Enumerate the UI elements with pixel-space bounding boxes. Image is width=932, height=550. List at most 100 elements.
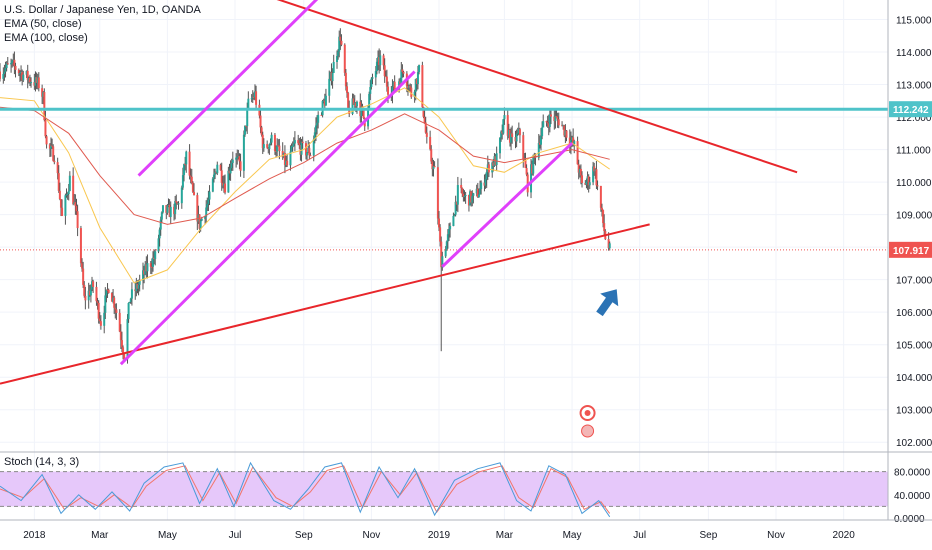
candle-body <box>53 160 56 163</box>
candle-body <box>600 207 603 210</box>
candle-body <box>486 164 489 173</box>
candle-body <box>286 160 289 166</box>
candle-body <box>222 183 225 186</box>
last-price-badge: 107.917 <box>893 246 930 257</box>
candle-body <box>65 194 68 196</box>
candle-body <box>41 88 44 97</box>
candle-body <box>229 168 232 174</box>
candle-body <box>487 164 490 173</box>
candle-body <box>400 69 403 84</box>
candle-body <box>159 219 162 230</box>
candle-body <box>291 146 294 148</box>
candle-body <box>577 164 580 173</box>
candle-body <box>331 72 334 82</box>
candle-body <box>401 69 404 72</box>
candle-body <box>10 62 13 65</box>
x-tick-label: Nov <box>767 530 785 541</box>
candle-body <box>224 183 227 193</box>
y-tick-label: 113.000 <box>896 81 932 92</box>
candle-body <box>4 67 7 72</box>
y-tick-label: 109.000 <box>896 211 932 222</box>
candle-body <box>323 100 326 106</box>
candle-body <box>461 188 464 194</box>
candle-body <box>594 169 597 172</box>
candle-body <box>297 140 300 144</box>
candle-body <box>553 116 556 122</box>
candle-body <box>408 86 411 88</box>
candle-body <box>430 149 433 162</box>
candle-body <box>518 129 521 136</box>
candle-body <box>500 131 503 138</box>
candle-body <box>343 44 346 73</box>
candle-body <box>5 63 8 68</box>
candle-body <box>82 268 85 285</box>
candle-body <box>206 203 209 208</box>
candle-body <box>91 281 94 290</box>
candle-body <box>301 141 304 144</box>
candle-body <box>48 144 51 149</box>
candle-body <box>454 201 457 215</box>
candle-body <box>514 137 517 142</box>
candle-body <box>75 205 78 212</box>
candle-body <box>328 78 331 96</box>
candle-body <box>97 302 100 319</box>
candle-body <box>320 114 323 116</box>
last-price-badge-bg <box>889 241 932 258</box>
candle-body <box>491 162 494 173</box>
candle-body <box>252 96 255 98</box>
candle-body <box>304 143 307 156</box>
candle-body <box>43 92 46 120</box>
candle-body <box>237 156 240 158</box>
candle-body <box>161 205 164 213</box>
y-tick-label: 103.000 <box>896 406 932 417</box>
candle-body <box>119 331 122 341</box>
y-tick-label: 110.000 <box>896 178 932 189</box>
x-tick-label: Mar <box>496 530 514 541</box>
candle-body <box>3 71 6 75</box>
candle-body <box>312 139 315 156</box>
candle-body <box>246 108 249 127</box>
candle-body <box>383 65 386 77</box>
candle-body <box>587 176 590 186</box>
candle-body <box>439 227 442 242</box>
x-tick-label: Jul <box>229 530 242 541</box>
candle-body <box>368 93 371 108</box>
upper-trendline <box>276 0 798 174</box>
x-tick-label: 2019 <box>428 530 451 541</box>
candle-body <box>384 76 387 78</box>
candle-body <box>523 159 526 161</box>
candle-body <box>554 115 557 122</box>
stoch-band <box>0 471 888 507</box>
candle-body <box>402 71 405 74</box>
candle-body <box>581 175 584 183</box>
candle-body <box>462 193 465 197</box>
candle-body <box>88 290 91 296</box>
candle-body <box>283 153 286 165</box>
candle-body <box>169 206 172 217</box>
candle-body <box>193 191 196 196</box>
candle-body <box>126 319 129 360</box>
candle-body <box>112 297 115 302</box>
candle-body <box>579 168 582 176</box>
candle-body <box>138 280 141 285</box>
candle-body <box>516 133 519 135</box>
candle-body <box>537 142 540 158</box>
candle-body <box>242 134 245 171</box>
candle-body <box>74 202 77 206</box>
y-tick-label: 107.000 <box>896 276 932 287</box>
candle-body <box>572 137 575 145</box>
candle-body <box>433 166 436 168</box>
candle-body <box>183 164 186 176</box>
candle-body <box>298 143 301 145</box>
candle-body <box>144 264 147 275</box>
candle-body <box>221 182 224 186</box>
candle-body <box>306 152 309 156</box>
candle-body <box>107 289 110 293</box>
candle-body <box>541 127 544 137</box>
candle-body <box>344 72 347 87</box>
candle-body <box>259 115 262 128</box>
candle-body <box>351 98 354 114</box>
candle-body <box>409 86 412 88</box>
candle-body <box>415 79 418 85</box>
